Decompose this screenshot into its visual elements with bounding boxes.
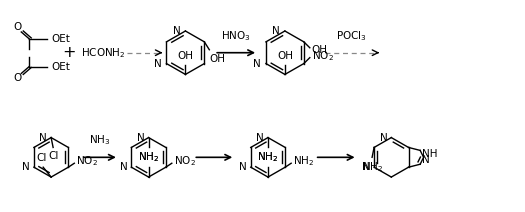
Text: N: N (173, 26, 181, 36)
Text: NH$_3$: NH$_3$ (89, 134, 111, 148)
Text: N: N (272, 26, 280, 36)
Text: N: N (380, 132, 387, 143)
Text: NH$_2$: NH$_2$ (257, 151, 279, 164)
Text: N: N (154, 59, 162, 68)
Text: NH: NH (422, 149, 438, 159)
Text: NH$_2$: NH$_2$ (138, 150, 159, 164)
Text: N: N (137, 132, 144, 143)
Text: NH$_2$: NH$_2$ (138, 151, 159, 164)
Text: HNO$_3$: HNO$_3$ (221, 29, 251, 43)
Text: OH: OH (209, 54, 225, 64)
Text: NO$_2$: NO$_2$ (76, 154, 98, 168)
Text: HCONH$_2$: HCONH$_2$ (81, 46, 125, 60)
Text: POCl$_3$: POCl$_3$ (336, 29, 367, 43)
Text: O: O (13, 22, 22, 32)
Text: NO$_2$: NO$_2$ (312, 49, 334, 63)
Text: Cl: Cl (48, 151, 58, 161)
Text: NH$_2$: NH$_2$ (293, 154, 314, 168)
Text: N: N (39, 132, 47, 143)
Text: O: O (13, 73, 22, 83)
Text: OH: OH (312, 45, 328, 55)
Text: NH$_2$: NH$_2$ (257, 150, 279, 164)
Text: OH: OH (177, 51, 193, 61)
Text: N: N (120, 162, 128, 172)
Text: N: N (256, 132, 264, 143)
Text: +: + (62, 45, 76, 60)
Text: N: N (362, 162, 370, 172)
Text: OEt: OEt (51, 61, 70, 71)
Text: N: N (422, 155, 430, 165)
Text: NH$_2$: NH$_2$ (362, 160, 383, 174)
Text: OEt: OEt (51, 34, 70, 44)
Text: NO$_2$: NO$_2$ (174, 154, 196, 168)
Text: N: N (22, 162, 30, 172)
Text: Cl: Cl (36, 153, 46, 163)
Text: N: N (239, 162, 247, 172)
Text: N: N (253, 59, 261, 68)
Text: OH: OH (277, 51, 293, 61)
